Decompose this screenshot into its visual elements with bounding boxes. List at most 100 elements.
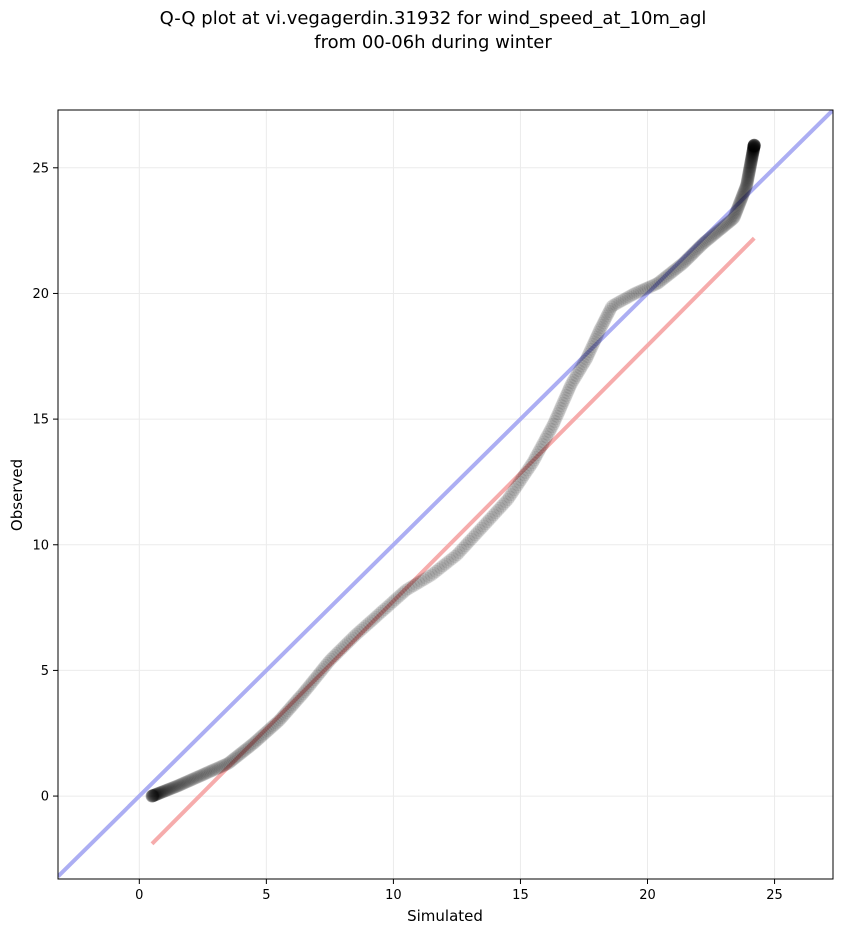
- data-point: [741, 171, 755, 185]
- data-point: [324, 652, 338, 666]
- data-point: [615, 293, 629, 307]
- data-point: [375, 604, 389, 618]
- x-tick-label: 0: [135, 888, 143, 903]
- data-point: [176, 776, 190, 790]
- data-point: [362, 616, 376, 630]
- data-point: [611, 296, 625, 310]
- data-point: [292, 691, 306, 704]
- data-point: [481, 515, 494, 529]
- data-point: [371, 608, 385, 622]
- data-point: [586, 337, 600, 351]
- data-point: [746, 146, 760, 160]
- data-point: [742, 167, 756, 181]
- data-point: [696, 236, 710, 250]
- data-point: [483, 512, 496, 526]
- y-axis-label: Observed: [8, 459, 26, 531]
- data-point: [705, 229, 719, 243]
- data-point: [736, 187, 750, 201]
- data-point: [350, 627, 363, 641]
- data-point: [745, 150, 759, 164]
- data-point: [314, 665, 328, 679]
- data-point: [148, 788, 162, 802]
- data-point: [676, 256, 690, 270]
- data-point: [657, 271, 671, 285]
- data-point: [707, 228, 720, 242]
- data-point: [581, 350, 594, 364]
- data-point: [238, 744, 252, 757]
- data-point: [747, 139, 761, 153]
- data-point: [694, 239, 707, 253]
- data-point: [702, 232, 716, 245]
- data-point: [743, 159, 757, 173]
- data-point: [225, 754, 239, 768]
- data-point: [183, 774, 197, 787]
- data-point: [326, 650, 340, 664]
- data-point: [315, 663, 329, 677]
- data-point: [735, 191, 749, 205]
- data-point: [681, 252, 695, 266]
- data-point: [691, 242, 705, 256]
- data-point: [739, 181, 752, 195]
- data-point: [534, 440, 548, 454]
- data-point: [424, 568, 438, 582]
- data-point: [472, 523, 486, 537]
- data-point: [261, 724, 275, 738]
- data-point: [730, 204, 743, 218]
- data-point: [600, 309, 614, 323]
- data-point: [740, 174, 754, 188]
- identity-line: [58, 110, 833, 878]
- data-point: [648, 278, 662, 292]
- data-point: [263, 722, 277, 736]
- axes-frame: [57, 109, 834, 880]
- data-point: [572, 364, 586, 378]
- data-point: [162, 782, 176, 796]
- data-point: [746, 146, 760, 160]
- data-point: [373, 606, 387, 620]
- data-point: [222, 756, 236, 770]
- data-point: [294, 689, 308, 703]
- data-point: [551, 407, 565, 421]
- data-point: [737, 186, 751, 200]
- data-point: [744, 155, 758, 169]
- data-point: [540, 430, 554, 444]
- data-point: [268, 717, 282, 731]
- data-point: [743, 163, 756, 177]
- data-point: [745, 150, 759, 164]
- data-point: [662, 267, 676, 281]
- data-point: [286, 698, 300, 712]
- data-point: [742, 168, 756, 182]
- data-point: [474, 521, 488, 535]
- data-point: [719, 218, 733, 232]
- data-point: [504, 488, 518, 502]
- data-point: [336, 641, 350, 655]
- data-point: [419, 571, 433, 585]
- data-point: [591, 328, 605, 342]
- data-point: [673, 259, 687, 273]
- data-point: [462, 534, 476, 548]
- data-point: [456, 541, 470, 555]
- data-point: [276, 709, 290, 723]
- data-point: [146, 789, 160, 803]
- data-point: [445, 551, 459, 565]
- data-point: [716, 220, 730, 234]
- data-point: [592, 325, 606, 339]
- data-point: [747, 139, 761, 153]
- data-point: [744, 153, 758, 167]
- data-point: [549, 412, 563, 426]
- data-point: [275, 711, 289, 725]
- data-point: [407, 579, 420, 593]
- data-point: [664, 266, 678, 280]
- data-point: [745, 151, 759, 165]
- data-point: [531, 445, 545, 459]
- data-point: [741, 170, 755, 184]
- data-point: [156, 785, 170, 799]
- data-point: [148, 788, 162, 802]
- data-point: [637, 283, 651, 296]
- data-point: [249, 734, 263, 748]
- data-point: [661, 269, 675, 282]
- data-point: [241, 741, 255, 755]
- data-point: [188, 771, 202, 785]
- data-point: [147, 788, 161, 802]
- data-point: [584, 342, 598, 356]
- data-point: [253, 731, 266, 745]
